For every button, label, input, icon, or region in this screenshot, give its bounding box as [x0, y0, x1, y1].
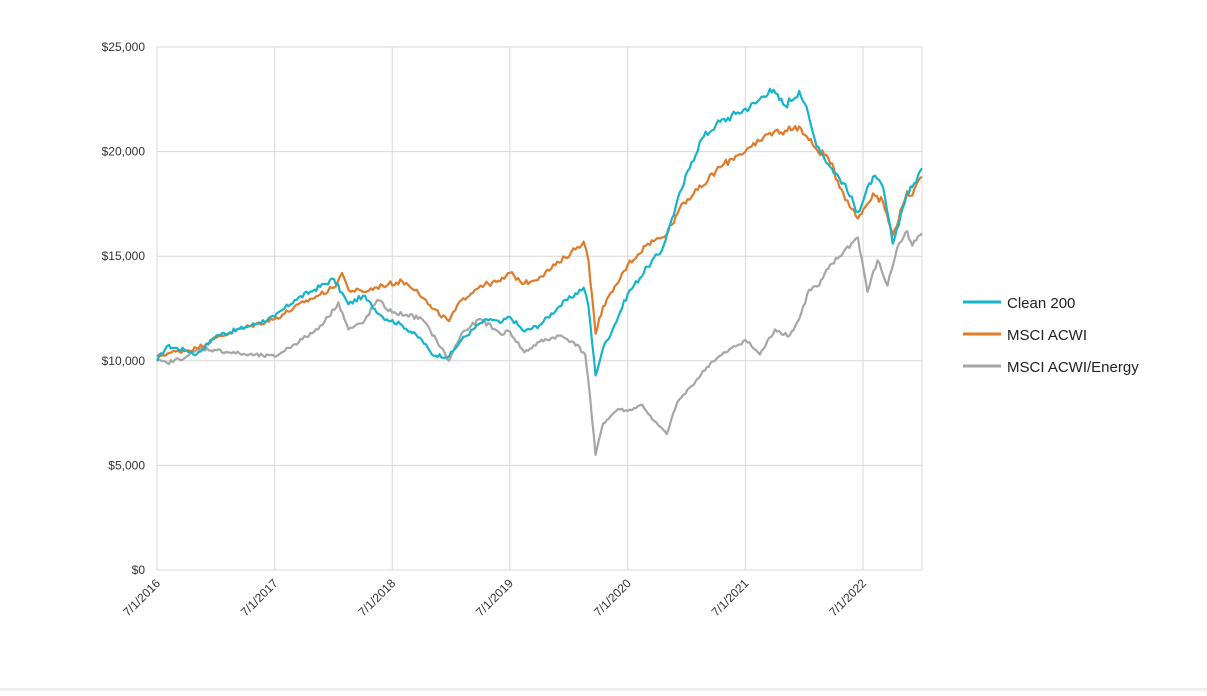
bottom-divider	[0, 688, 1207, 691]
x-tick-label: 7/1/2018	[355, 576, 398, 619]
y-tick-label: $25,000	[102, 40, 146, 54]
x-tick-label: 7/1/2017	[238, 576, 281, 619]
series-line-msci-acwi-energy	[156, 230, 923, 456]
legend-label: Clean 200	[1007, 295, 1075, 312]
series-layer	[155, 87, 923, 456]
y-tick-label: $20,000	[102, 145, 146, 159]
x-tick-label: 7/1/2021	[709, 576, 752, 619]
x-tick-label: 7/1/2022	[826, 576, 869, 619]
axis-layer: $0 $5,000 $10,000 $15,000 $20,000 $25,000 7/1/…	[102, 40, 870, 619]
y-tick-label: $5,000	[108, 458, 145, 472]
legend: Clean 200 MSCI ACWI MSCI ACWI/Energy	[963, 295, 1139, 376]
x-tick-label: 7/1/2019	[473, 576, 516, 619]
legend-label: MSCI ACWI/Energy	[1007, 359, 1139, 376]
y-tick-label: $10,000	[102, 354, 146, 368]
x-tick-label: 7/1/2020	[591, 576, 634, 619]
series-line-clean-200	[155, 87, 923, 377]
grid-layer	[156, 46, 923, 571]
y-tick-label: $15,000	[102, 249, 146, 263]
legend-label: MSCI ACWI	[1007, 327, 1087, 344]
series-line-msci-acwi	[156, 124, 923, 358]
y-tick-label: $0	[132, 563, 146, 577]
x-tick-label: 7/1/2016	[120, 576, 163, 619]
